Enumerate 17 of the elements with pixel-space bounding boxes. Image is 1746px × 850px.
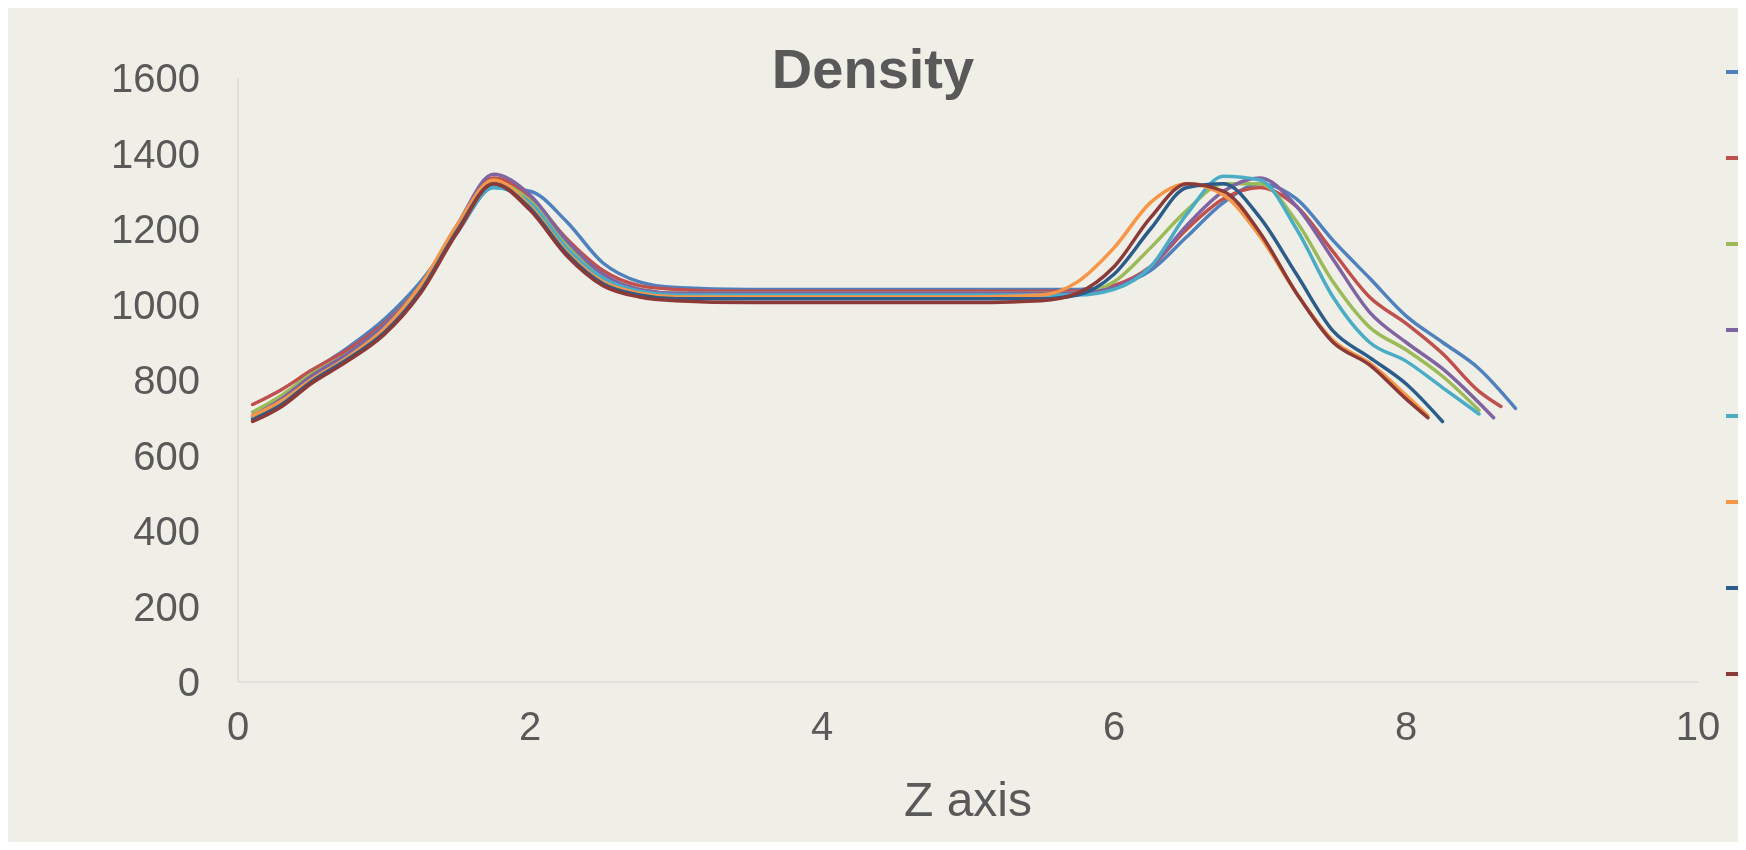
x-tick-label: 0 <box>226 704 250 749</box>
y-tick-label: 1600 <box>111 56 200 101</box>
x-tick-label: 2 <box>518 704 542 749</box>
y-tick-label: 1000 <box>111 282 200 327</box>
x-tick-label: 8 <box>1394 704 1418 749</box>
x-tick-label: 6 <box>1102 704 1126 749</box>
x-tick-label: 4 <box>810 704 834 749</box>
y-tick-label: 200 <box>133 584 200 629</box>
y-tick-label: 1400 <box>111 131 200 176</box>
y-tick-label: 1200 <box>111 207 200 252</box>
chart-title: Density <box>771 37 975 100</box>
x-axis-title: Z axis <box>903 773 1033 826</box>
y-tick-label: 0 <box>177 660 200 705</box>
y-tick-label: 400 <box>133 509 200 554</box>
y-tick-label: 600 <box>133 433 200 478</box>
y-tick-label: 800 <box>133 358 200 403</box>
x-tick-label: 10 <box>1675 704 1721 749</box>
